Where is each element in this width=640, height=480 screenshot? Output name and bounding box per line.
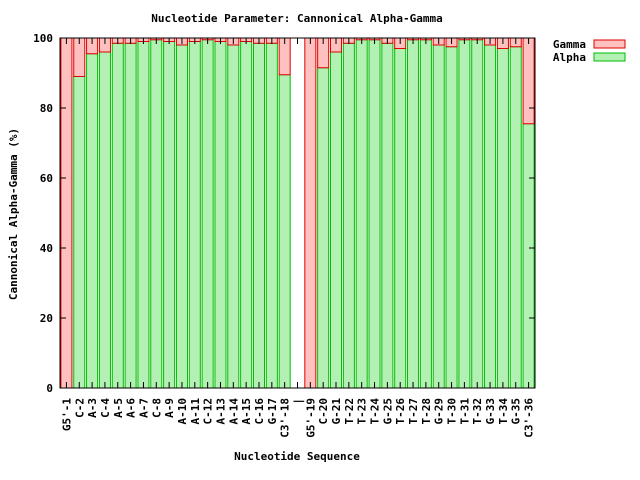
- chart-title: Nucleotide Parameter: Cannonical Alpha-G…: [151, 12, 442, 25]
- x-tick-label: C-2: [73, 398, 86, 418]
- x-tick-label: A-11: [189, 398, 202, 425]
- x-tick-label: G-17: [266, 398, 279, 425]
- x-tick-label: G-21: [330, 398, 343, 425]
- bar-alpha: [432, 44, 445, 389]
- x-tick-label: A-6: [125, 398, 138, 418]
- bars-group: [60, 37, 535, 389]
- bar-alpha: [445, 46, 458, 389]
- bar-alpha: [73, 76, 86, 389]
- legend-label: Alpha: [553, 51, 586, 64]
- legend-swatch: [593, 39, 626, 49]
- bar-alpha: [458, 39, 471, 389]
- bar-alpha: [86, 53, 99, 389]
- x-tick-label: T-34: [497, 398, 510, 425]
- bar-alpha: [394, 48, 407, 389]
- bar-alpha: [163, 41, 176, 389]
- x-tick-label: T-31: [458, 398, 471, 425]
- x-tick-label: |: [292, 398, 305, 405]
- x-tick-label: A-15: [240, 398, 253, 425]
- bar-alpha: [329, 51, 343, 389]
- bar-gamma: [522, 37, 535, 125]
- y-ticks-group: 0 20 40 60 80 100: [33, 32, 535, 395]
- bar-alpha: [111, 42, 124, 389]
- x-tick-label: C-20: [317, 398, 330, 425]
- bar-alpha: [137, 41, 150, 389]
- x-tick-label: G-25: [381, 398, 394, 425]
- plot-frame: [59, 37, 536, 389]
- x-tick-label: A-5: [112, 398, 125, 418]
- bar-alpha: [214, 41, 227, 389]
- x-tick-label: T-23: [356, 398, 369, 425]
- y-axis-label: Cannonical Alpha-Gamma (%): [7, 128, 20, 300]
- x-tick-label: C-16: [253, 398, 266, 425]
- x-tick-label: A-9: [163, 398, 176, 418]
- bar-alpha: [98, 51, 111, 389]
- x-tick-label: G5'-1: [60, 398, 73, 431]
- bar-alpha: [175, 44, 188, 389]
- bar-alpha: [227, 44, 240, 389]
- x-tick-label: A-7: [137, 398, 150, 418]
- x-tick-label: T-32: [471, 398, 484, 425]
- bar-alpha: [124, 42, 137, 389]
- legend-label: Gamma: [553, 38, 586, 51]
- bar-alpha: [407, 39, 420, 389]
- y-tick-label: 80: [40, 102, 53, 115]
- x-tick-label: C-8: [150, 398, 163, 418]
- y-tick-label: 40: [40, 242, 53, 255]
- bar-alpha: [317, 67, 330, 389]
- x-axis-label: Nucleotide Sequence: [234, 450, 360, 463]
- bar-alpha: [496, 48, 509, 389]
- x-tick-label: C3'-36: [523, 398, 536, 438]
- x-tick-label: T-26: [394, 398, 407, 425]
- bar-alpha: [471, 39, 484, 389]
- y-tick-label: 20: [40, 312, 53, 325]
- bar-alpha: [188, 41, 201, 389]
- legend-swatch: [593, 52, 626, 62]
- bar-gamma: [60, 37, 73, 389]
- x-tick-label: A-14: [227, 398, 240, 425]
- bar-alpha: [150, 39, 163, 389]
- x-tick-label: G-29: [433, 398, 446, 425]
- x-tick-label: A-10: [176, 398, 189, 425]
- y-tick-label: 0: [46, 382, 53, 395]
- bar-alpha: [265, 42, 278, 389]
- x-tick-label: T-30: [446, 398, 459, 425]
- x-tick-label: A-3: [86, 398, 99, 418]
- bar-alpha: [240, 41, 253, 389]
- bar-alpha: [201, 39, 214, 389]
- x-tick-label: G-35: [510, 398, 523, 425]
- bar-alpha: [368, 39, 381, 389]
- x-tick-label: T-27: [407, 398, 420, 425]
- x-tick-label: T-28: [420, 398, 433, 425]
- bar-alpha: [419, 39, 432, 389]
- x-tick-label: G5'-19: [304, 398, 317, 438]
- bar-alpha: [342, 42, 355, 389]
- bar-alpha: [381, 42, 394, 389]
- x-tick-label: C-4: [99, 398, 112, 418]
- bar-alpha: [355, 39, 368, 389]
- x-tick-label: T-22: [343, 398, 356, 425]
- bar-alpha: [484, 44, 497, 389]
- y-tick-label: 60: [40, 172, 53, 185]
- x-tick-label: T-24: [369, 398, 382, 425]
- y-tick-label: 100: [33, 32, 53, 45]
- x-tick-label: C3'-18: [279, 398, 292, 438]
- bar-alpha: [509, 46, 522, 389]
- bar-alpha: [278, 74, 291, 389]
- x-tick-label: C-12: [202, 398, 215, 425]
- bar-alpha: [252, 42, 266, 389]
- bar-alpha: [522, 123, 535, 389]
- bar-gamma: [304, 37, 317, 389]
- x-tick-label: A-13: [214, 398, 227, 425]
- x-tick-label: G-33: [484, 398, 497, 425]
- x-ticks-group: G5'-1 C-2 A-3 C-4 A-5 A-6 A-7 C-8 A-9 A-10 A-11 C-1…: [60, 38, 536, 438]
